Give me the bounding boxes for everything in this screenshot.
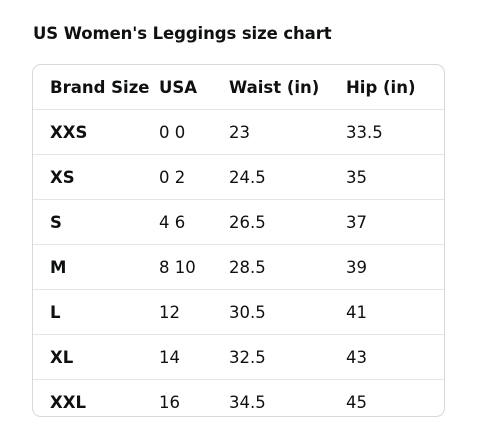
column-header-brand-size: Brand Size xyxy=(33,65,159,110)
usa-size-cell: 16 xyxy=(159,392,180,412)
hip-cell: 43 xyxy=(346,334,444,380)
brand-size-cell: XL xyxy=(33,334,159,380)
size-chart-table: Brand Size USA Waist (in) Hip (in) XXS 0… xyxy=(32,64,445,417)
table-row: XXS 0 0 23 33.5 xyxy=(33,109,444,155)
page-title: US Women's Leggings size chart xyxy=(33,24,332,43)
table-row: M 8 10 28.5 39 xyxy=(33,244,444,290)
hip-cell: 45 xyxy=(346,392,367,412)
usa-size-cell: 8 10 xyxy=(159,244,229,290)
table-header: Brand Size USA Waist (in) Hip (in) xyxy=(33,65,444,110)
waist-cell: 30.5 xyxy=(229,289,346,335)
brand-size-cell: XXL xyxy=(50,392,86,412)
brand-size-cell: S xyxy=(33,199,159,245)
column-header-usa: USA xyxy=(159,65,229,110)
usa-size-cell: 14 xyxy=(159,334,229,380)
usa-size-cell: 0 0 xyxy=(159,109,229,155)
hip-cell: 37 xyxy=(346,199,444,245)
size-table: Brand Size USA Waist (in) Hip (in) XXS 0… xyxy=(33,65,444,417)
usa-size-cell: 12 xyxy=(159,289,229,335)
brand-size-cell: M xyxy=(33,244,159,290)
waist-cell: 26.5 xyxy=(229,199,346,245)
waist-cell: 32.5 xyxy=(229,334,346,380)
column-header-waist: Waist (in) xyxy=(229,65,346,110)
waist-cell: 34.5 xyxy=(229,392,266,412)
waist-cell: 24.5 xyxy=(229,154,346,200)
brand-size-cell: XS xyxy=(33,154,159,200)
hip-cell: 39 xyxy=(346,244,444,290)
table-body: XXS 0 0 23 33.5 XS 0 2 24.5 35 S 4 6 26.… xyxy=(33,109,444,417)
column-header-hip: Hip (in) xyxy=(346,65,444,110)
usa-size-cell: 4 6 xyxy=(159,199,229,245)
hip-cell: 33.5 xyxy=(346,109,444,155)
hip-cell: 35 xyxy=(346,154,444,200)
table-row: L 12 30.5 41 xyxy=(33,289,444,335)
brand-size-cell: L xyxy=(33,289,159,335)
header-row: Brand Size USA Waist (in) Hip (in) xyxy=(33,65,444,110)
waist-cell: 23 xyxy=(229,109,346,155)
waist-cell: 28.5 xyxy=(229,244,346,290)
table-row: S 4 6 26.5 37 xyxy=(33,199,444,245)
table-row: XXL 16 34.5 45 xyxy=(33,380,444,417)
table-row: XL 14 32.5 43 xyxy=(33,334,444,380)
usa-size-cell: 0 2 xyxy=(159,154,229,200)
table-row: XS 0 2 24.5 35 xyxy=(33,154,444,200)
hip-cell: 41 xyxy=(346,289,444,335)
brand-size-cell: XXS xyxy=(33,109,159,155)
